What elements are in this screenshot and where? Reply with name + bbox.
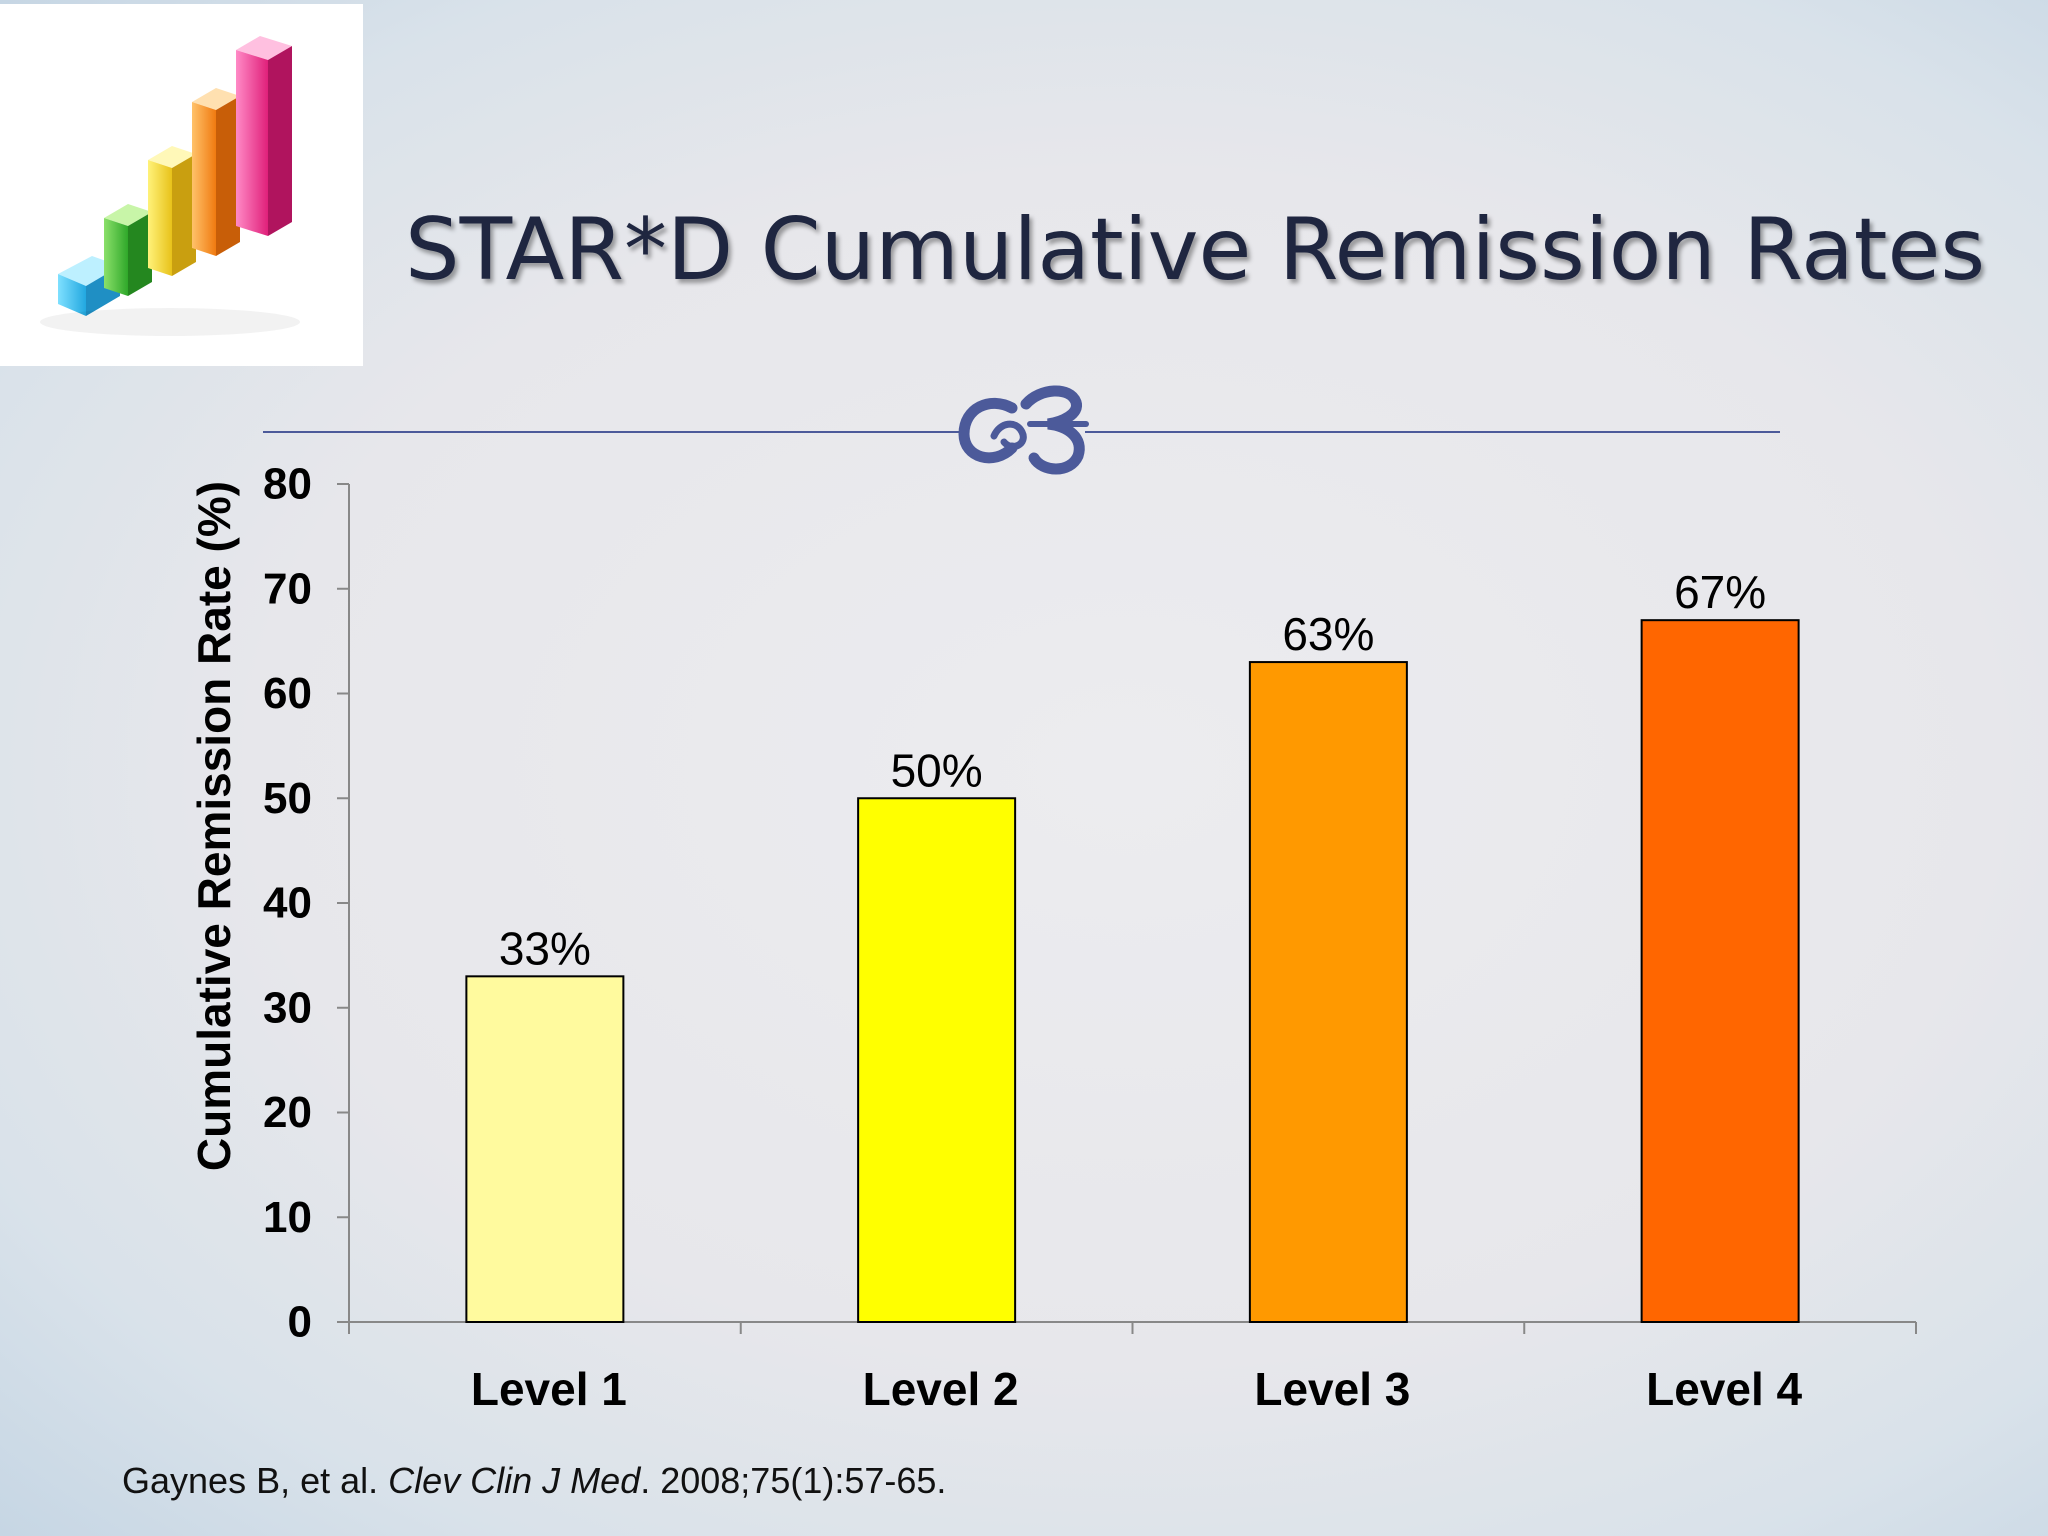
chart-bars (465, 619, 1800, 1323)
x-category-label: Level 3 (1254, 1363, 1410, 1415)
chart-text: 0 10 20 30 40 50 60 70 80 33% Level 1 50% Level 2 63%… (263, 460, 1802, 1416)
bar-4 (1640, 619, 1800, 1323)
bar-3 (1248, 661, 1408, 1323)
bar-data-label: 50% (891, 744, 983, 796)
bar-data-label: 33% (499, 922, 591, 974)
x-category-label: Level 1 (471, 1363, 627, 1415)
x-category-label: Level 2 (863, 1363, 1019, 1415)
y-tick-label: 0 (288, 1298, 312, 1347)
citation-authors: Gaynes B, et al. (122, 1460, 389, 1501)
divider-line-left (263, 431, 963, 433)
y-tick-label: 10 (263, 1193, 312, 1242)
bar-1 (465, 975, 625, 1323)
slide-title: STAR*D Cumulative Remission Rates (405, 200, 1986, 300)
citation-journal: Clev Clin J Med (388, 1460, 641, 1501)
y-tick-label: 80 (263, 460, 312, 509)
y-tick-label: 40 (263, 879, 312, 928)
y-tick-label: 70 (263, 564, 312, 613)
y-tick-label: 60 (263, 669, 312, 718)
bar-chart-logo-icon (0, 4, 363, 366)
bar-2 (857, 797, 1017, 1323)
flourish-ornament-icon (950, 378, 1100, 478)
y-tick-label: 50 (263, 774, 312, 823)
citation-details: . 2008;75(1):57-65. (640, 1460, 947, 1501)
divider-line-right (1085, 431, 1780, 433)
y-tick-label: 20 (263, 1088, 312, 1137)
bar-data-label: 67% (1674, 566, 1766, 618)
bar-data-label: 63% (1282, 608, 1374, 660)
y-tick-label: 30 (263, 983, 312, 1032)
x-category-label: Level 4 (1646, 1363, 1802, 1415)
y-axis-label-text: Cumulative Remission Rate (%) (188, 480, 240, 1172)
citation: Gaynes B, et al. Clev Clin J Med. 2008;7… (122, 1460, 946, 1510)
